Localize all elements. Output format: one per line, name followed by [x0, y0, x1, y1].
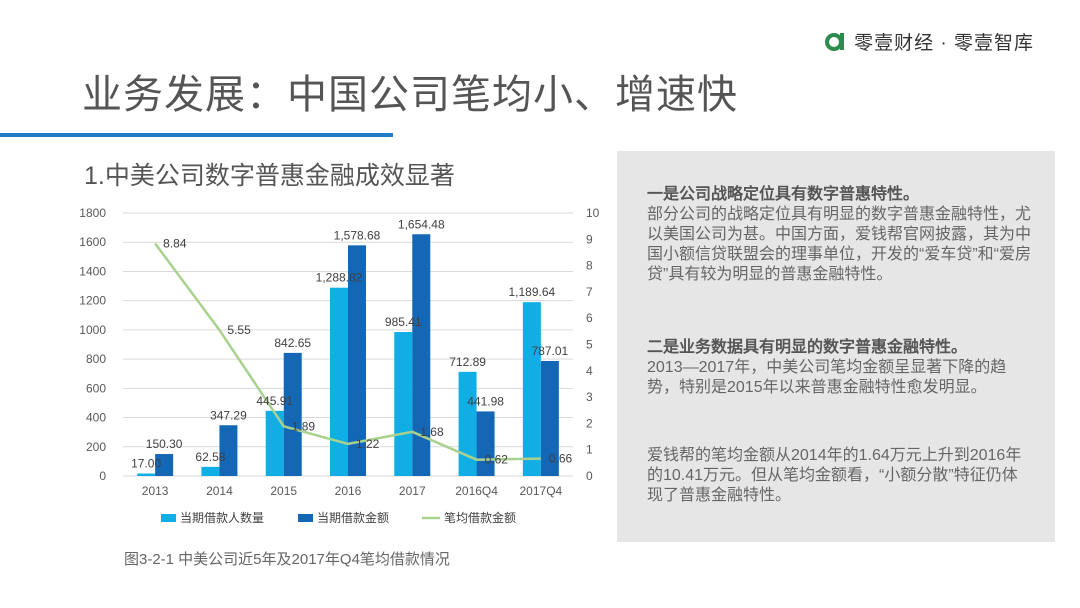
bar-borrowers: [522, 302, 541, 476]
data-label-avg-loan: 1.89: [292, 419, 316, 433]
title-underline: [0, 133, 393, 137]
data-label-loan-amount: 787.01: [532, 344, 569, 358]
x-tick-label: 2017: [399, 484, 426, 498]
bar-borrowers: [394, 332, 413, 476]
y-left-tick-label: 400: [86, 411, 106, 425]
y-right-tick-label: 1: [586, 443, 593, 457]
line-avg-loan: [154, 242, 541, 461]
bar-loan-amount: [219, 425, 238, 476]
bar-loan-amount: [155, 454, 174, 476]
info-block-aiqianbang: 爱钱帮的笔均金额从2014年的1.64万元上升到2016年的10.41万元。但从…: [647, 446, 1031, 506]
data-label-loan-amount: 347.29: [210, 408, 247, 422]
y-right-tick-label: 7: [586, 285, 593, 299]
y-left-tick-label: 1000: [79, 323, 106, 337]
data-label-avg-loan: 0.66: [549, 452, 573, 466]
data-label-loan-amount: 1,578.68: [334, 228, 381, 242]
y-right-tick-label: 8: [586, 259, 593, 273]
legend-label-avg-loan: 笔均借款金额: [444, 510, 516, 525]
x-tick-label: 2017Q4: [520, 484, 563, 498]
bar-borrowers: [458, 371, 477, 476]
data-label-loan-amount: 150.30: [146, 437, 183, 451]
info-block-aiqianbang-body: 爱钱帮的笔均金额从2014年的1.64万元上升到2016年的10.41万元。但从…: [647, 447, 1022, 504]
page-title: 业务发展：中国公司笔均小、增速快: [82, 73, 738, 117]
brand: 零壹财经 · 零壹智库: [824, 28, 1034, 54]
data-label-avg-loan: 1.22: [356, 437, 380, 451]
y-right-tick-label: 0: [586, 469, 593, 483]
data-label-avg-loan: 0.62: [485, 453, 509, 467]
bar-borrowers: [330, 287, 348, 476]
y-right-tick-label: 4: [586, 364, 593, 378]
brand-name: 零壹财经 · 零壹智库: [854, 32, 1034, 54]
bar-loan-amount: [540, 361, 559, 476]
info-block-business-data-heading: 二是业务数据具有明显的数字普惠金融特性。: [647, 339, 968, 356]
x-tick-label: 2016: [335, 484, 362, 498]
data-label-borrowers: 17.00: [131, 457, 161, 471]
legend-swatch-loan-amount: [298, 514, 313, 522]
info-panel: 一是公司战略定位具有数字普惠特性。 部分公司的战略定位具有明显的数字普惠金融特性…: [617, 151, 1055, 542]
info-block-strategy-heading: 一是公司战略定位具有数字普惠特性。: [647, 186, 920, 203]
data-label-borrowers: 1,189.64: [508, 285, 555, 299]
data-label-borrowers: 445.91: [256, 394, 293, 408]
info-block-strategy: 一是公司战略定位具有数字普惠特性。 部分公司的战略定位具有明显的数字普惠金融特性…: [647, 185, 1031, 285]
info-block-strategy-body: 部分公司的战略定位具有明显的数字普惠金融特性，尤以美国公司为甚。中国方面，爱钱帮…: [647, 206, 1032, 283]
y-left-tick-label: 1200: [79, 294, 106, 308]
y-left-tick-label: 1400: [79, 264, 106, 278]
data-label-borrowers: 1,288.82: [316, 271, 363, 285]
y-left-tick-label: 1600: [79, 235, 106, 249]
data-label-borrowers: 712.89: [449, 355, 486, 369]
bar-loan-amount: [412, 234, 431, 476]
y-right-tick-label: 10: [586, 206, 600, 220]
y-left-tick-label: 0: [99, 469, 106, 483]
x-tick-label: 2016Q4: [455, 484, 498, 498]
x-tick-label: 2013: [142, 484, 169, 498]
data-label-avg-loan: 5.55: [227, 323, 251, 337]
y-right-tick-label: 2: [586, 416, 593, 430]
section-heading: 1.中美公司数字普惠金融成效显著: [84, 162, 455, 190]
y-left-tick-label: 800: [86, 352, 106, 366]
x-tick-label: 2014: [206, 484, 233, 498]
y-right-tick-label: 5: [586, 338, 593, 352]
legend-swatch-borrowers: [161, 514, 176, 522]
data-label-loan-amount: 441.98: [467, 394, 504, 408]
data-label-avg-loan: 8.84: [163, 237, 187, 251]
info-block-business-data-body: 2013—2017年，中美公司笔均金额呈显著下降的趋势，特别是2015年以来普惠…: [647, 359, 1007, 396]
data-label-avg-loan: 1.68: [420, 425, 444, 439]
y-left-tick-label: 200: [86, 440, 106, 454]
y-right-tick-label: 9: [586, 232, 593, 246]
bar-borrowers: [137, 473, 156, 476]
bar-line-chart: 0 200 400 600 800 1000 1200 1400 1600 1800 0 1 2 3 4 5 6…: [79, 206, 600, 525]
legend-label-borrowers: 当期借款人数量: [180, 510, 264, 525]
info-block-business-data: 二是业务数据具有明显的数字普惠金融特性。 2013—2017年，中美公司笔均金额…: [647, 338, 1031, 398]
data-label-loan-amount: 842.65: [274, 336, 311, 350]
brand-logo-icon: [825, 33, 845, 51]
x-tick-label: 2015: [270, 484, 297, 498]
y-right-tick-label: 6: [586, 311, 593, 325]
y-left-tick-label: 1800: [79, 206, 106, 220]
y-right-tick-label: 3: [586, 390, 593, 404]
bar-borrowers: [201, 466, 220, 476]
data-label-borrowers: 985.41: [385, 315, 422, 329]
legend-label-loan-amount: 当期借款金额: [317, 510, 389, 525]
y-left-tick-label: 600: [86, 381, 106, 395]
figure-caption: 图3-2-1 中美公司近5年及2017年Q4笔均借款情况: [124, 551, 450, 568]
bar-loan-amount: [283, 352, 302, 476]
data-label-borrowers: 62.58: [195, 450, 225, 464]
bar-borrowers: [265, 410, 284, 476]
data-label-loan-amount: 1,654.48: [398, 217, 445, 231]
bar-loan-amount: [348, 245, 366, 476]
